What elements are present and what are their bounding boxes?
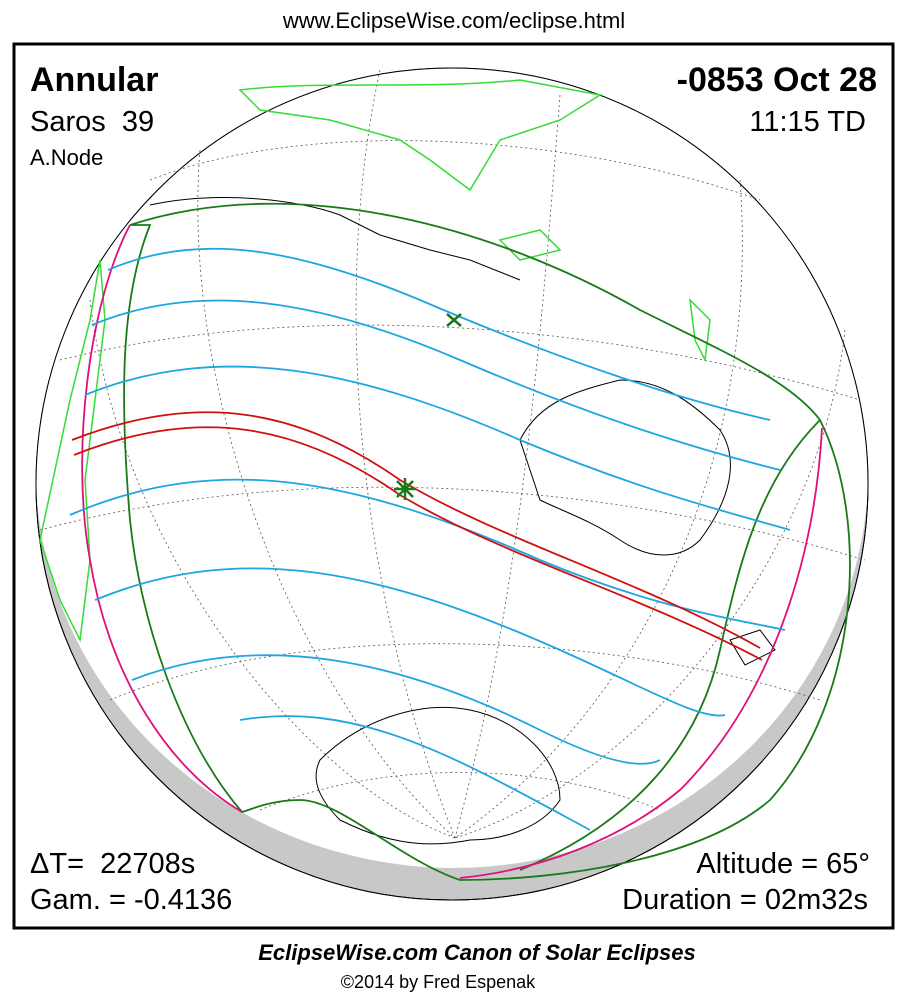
day-side <box>36 68 868 869</box>
antarctica <box>315 707 561 845</box>
graticule <box>39 69 866 839</box>
magnitude-line <box>94 567 726 717</box>
meridian <box>454 179 743 839</box>
parallel <box>149 140 761 201</box>
eclipse-type: Annular <box>30 61 158 99</box>
saros: Saros 39 <box>30 106 154 138</box>
node: A.Node <box>30 145 103 170</box>
parallel <box>109 643 821 701</box>
borneo <box>498 229 562 261</box>
penumbral-limit <box>123 202 851 881</box>
duration: Duration = 02m32s <box>622 884 868 916</box>
magnitude-line <box>69 478 786 631</box>
time: 11:15 TD <box>749 106 866 138</box>
africa <box>39 259 106 643</box>
rise-set-curve <box>519 419 821 871</box>
globe <box>35 67 869 901</box>
url: www.EclipseWise.com/eclipse.html <box>282 8 625 33</box>
date: -0853 Oct 28 <box>677 61 877 99</box>
parallel <box>59 324 861 401</box>
max-eclipse-curve <box>459 427 823 879</box>
meridian <box>454 329 846 839</box>
meridian <box>89 299 456 839</box>
parallel <box>259 772 661 811</box>
footer-credit: ©2014 by Fred Espenak <box>341 972 536 992</box>
coast <box>149 197 521 281</box>
greatest-eclipse-marker <box>394 478 416 500</box>
altitude: Altitude = 65° <box>696 848 870 880</box>
magnitude-line <box>131 654 661 765</box>
magnitude-line <box>239 715 591 831</box>
gamma: Gam. = -0.4136 <box>30 884 232 916</box>
central-path-north <box>71 411 761 649</box>
meridian <box>454 94 561 839</box>
new-zealand <box>729 629 776 666</box>
greatest-duration-marker <box>446 313 462 327</box>
asia <box>238 79 603 192</box>
magnitude-lines <box>69 247 791 831</box>
magnitude-line <box>84 365 791 531</box>
meridian <box>197 149 456 839</box>
max-eclipse-curve <box>81 224 243 813</box>
delta-t: ΔT= 22708s <box>30 848 195 880</box>
footer-title: EclipseWise.com Canon of Solar Eclipses <box>258 940 696 965</box>
coastlines <box>149 197 776 845</box>
magnitude-line <box>91 299 781 471</box>
limb <box>35 67 869 901</box>
australia <box>519 379 731 556</box>
new-guinea <box>688 297 711 363</box>
magnitude-line <box>107 247 771 421</box>
land-borders <box>39 79 711 643</box>
